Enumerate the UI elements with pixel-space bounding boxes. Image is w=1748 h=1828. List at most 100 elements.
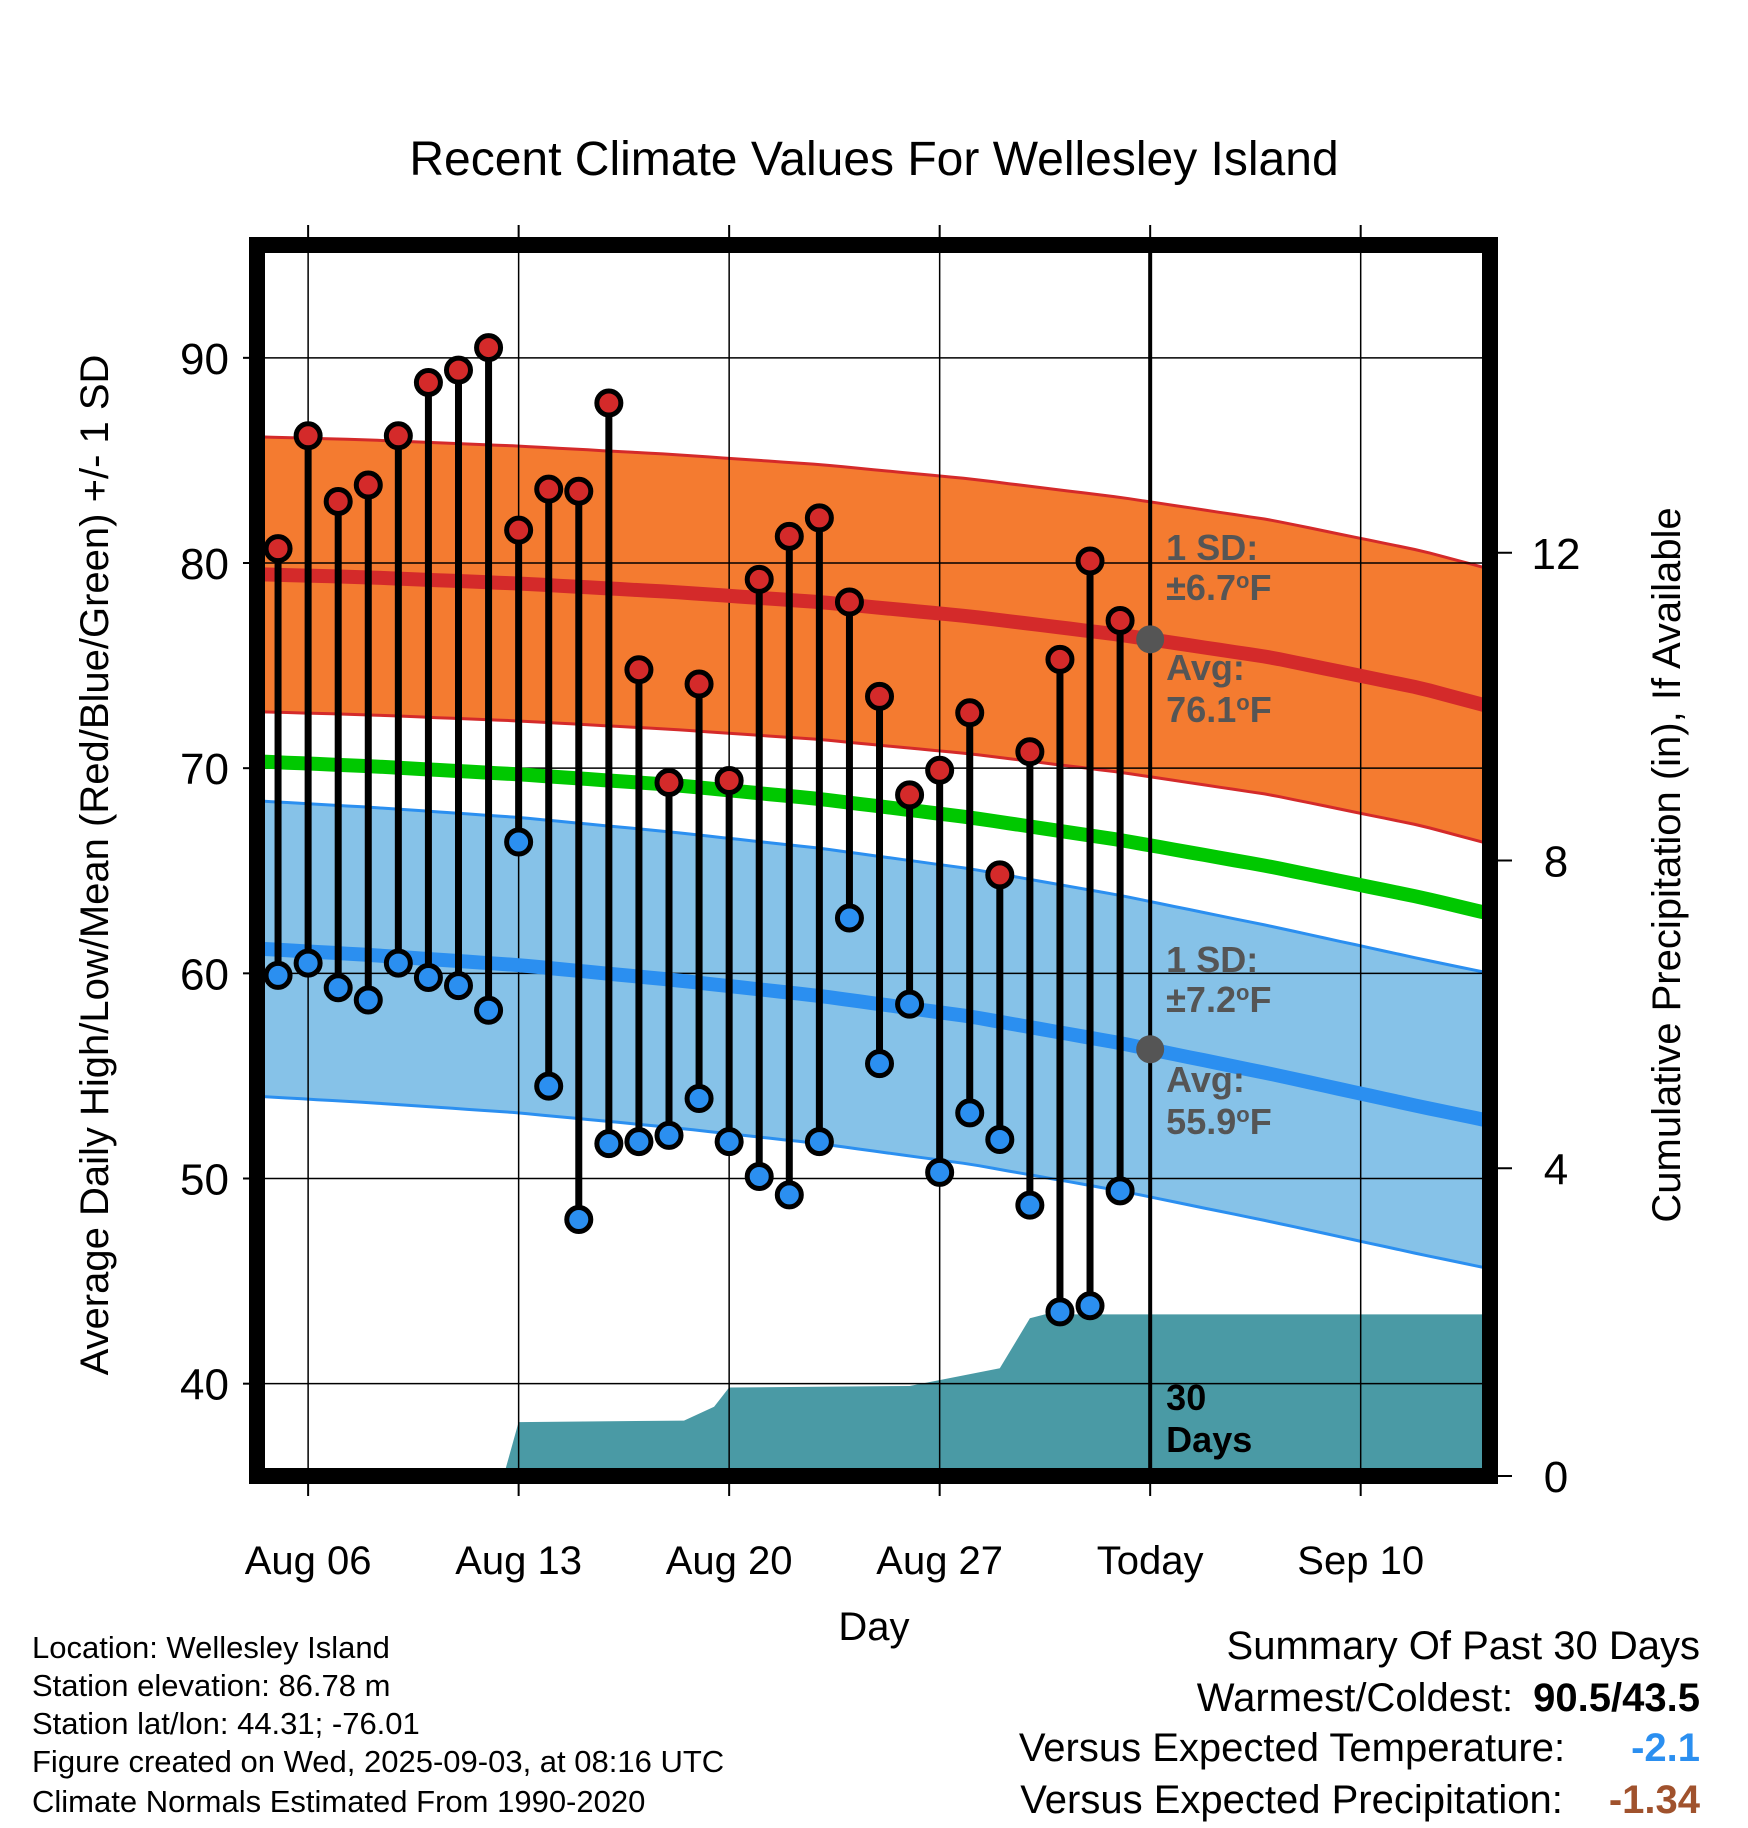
- high-point: [594, 388, 624, 418]
- precip-label-days: Days: [1166, 1419, 1252, 1460]
- low-point: [955, 1098, 985, 1128]
- y-tick-label: 70: [180, 745, 229, 794]
- high-avg-label: Avg:: [1166, 647, 1245, 688]
- high-point: [1015, 737, 1045, 767]
- high-sd-value: ±6.7oF: [1166, 567, 1271, 608]
- low-sd-label: 1 SD:: [1166, 939, 1258, 980]
- low-point: [474, 995, 504, 1025]
- low-avg-label: Avg:: [1166, 1059, 1245, 1100]
- precip-label-days-count: 30: [1166, 1377, 1206, 1418]
- x-tick-label: Aug 13: [455, 1539, 582, 1583]
- y-tick-label: 60: [180, 950, 229, 999]
- normal-mean-line: [257, 754, 1490, 921]
- x-tick-label: Sep 10: [1297, 1539, 1424, 1583]
- low-sd-band: [257, 800, 1490, 1269]
- high-point: [774, 521, 804, 551]
- high-point: [383, 421, 413, 451]
- summary-precipitation: Versus Expected Precipitation: -1.34: [1020, 1778, 1700, 1823]
- created-text: Figure created on Wed, 2025-09-03, at 08…: [32, 1744, 725, 1779]
- low-point: [714, 1127, 744, 1157]
- high-point: [955, 698, 985, 728]
- latlon-text: Station lat/lon: 44.31; -76.01: [32, 1706, 420, 1741]
- low-sd-lower-edge: [257, 1094, 1490, 1271]
- low-point: [323, 973, 353, 1003]
- low-sd-upper-edge: [257, 799, 1490, 975]
- high-point: [624, 655, 654, 685]
- high-sd-lower-edge: [257, 710, 1490, 846]
- low-point: [504, 827, 534, 857]
- low-point: [925, 1157, 955, 1187]
- high-point: [474, 333, 504, 363]
- precipitation-area: [257, 1314, 1490, 1476]
- x-tick-label: Aug 27: [876, 1539, 1003, 1583]
- normal-high-line: [257, 567, 1490, 714]
- y2-tick-label: 8: [1544, 838, 1568, 887]
- high-sd-upper-edge: [257, 435, 1490, 571]
- low-point: [1105, 1176, 1135, 1206]
- high-point: [804, 503, 834, 533]
- y-axis-label: Average Daily High/Low/Mean (Red/Blue/Gr…: [73, 355, 117, 1376]
- low-point: [353, 985, 383, 1015]
- high-point: [323, 486, 353, 516]
- summary-warmest: Warmest/Coldest: 90.5/43.5: [1197, 1676, 1700, 1721]
- high-point: [1045, 644, 1075, 674]
- high-point: [353, 470, 383, 500]
- x-tick-label: Today: [1097, 1539, 1204, 1583]
- x-tick-label: Aug 20: [666, 1539, 793, 1583]
- low-point: [534, 1071, 564, 1101]
- chart-title: Recent Climate Values For Wellesley Isla…: [409, 133, 1338, 186]
- y-tick-label: 80: [180, 540, 229, 589]
- high-point: [443, 355, 473, 385]
- high-point: [684, 669, 714, 699]
- high-sd-label: 1 SD:: [1166, 527, 1258, 568]
- high-point: [744, 564, 774, 594]
- y-tick-label: 90: [180, 335, 229, 384]
- low-point: [383, 948, 413, 978]
- high-sd-band: [257, 436, 1490, 845]
- low-point: [834, 903, 864, 933]
- today-normal-high-marker: [1136, 625, 1165, 654]
- low-point: [744, 1161, 774, 1191]
- high-point: [1105, 605, 1135, 635]
- high-point: [293, 421, 323, 451]
- low-point: [594, 1129, 624, 1159]
- low-point: [774, 1180, 804, 1210]
- precip-label: Versus Expected Precipitation:: [1020, 1778, 1563, 1822]
- low-point: [293, 948, 323, 978]
- high-point: [834, 587, 864, 617]
- low-point: [865, 1049, 895, 1079]
- low-point: [443, 971, 473, 1001]
- low-point: [1045, 1297, 1075, 1327]
- y2-tick-label: 4: [1544, 1145, 1568, 1194]
- y2-tick-label: 0: [1544, 1453, 1568, 1502]
- high-point: [925, 755, 955, 785]
- high-point: [1075, 546, 1105, 576]
- normal-low-line: [257, 941, 1490, 1128]
- x-axis-label: Day: [838, 1605, 909, 1649]
- high-point: [534, 474, 564, 504]
- low-point: [624, 1127, 654, 1157]
- low-point: [895, 989, 925, 1019]
- normals-text: Climate Normals Estimated From 1990-2020: [32, 1784, 646, 1819]
- high-point: [263, 534, 293, 564]
- high-point: [985, 860, 1015, 890]
- temp-value: -2.1: [1631, 1726, 1700, 1770]
- low-point: [413, 962, 443, 992]
- low-point: [985, 1125, 1015, 1155]
- low-avg-value: 55.9oF: [1166, 1101, 1272, 1142]
- low-point: [654, 1120, 684, 1150]
- y-tick-label: 40: [180, 1361, 229, 1410]
- low-point: [263, 960, 293, 990]
- summary-temperature: Versus Expected Temperature: -2.1: [1019, 1726, 1700, 1771]
- high-point: [564, 476, 594, 506]
- low-point: [564, 1205, 594, 1235]
- low-point: [1075, 1291, 1105, 1321]
- y2-axis-label: Cumulative Precipitation (in), If Availa…: [1645, 507, 1689, 1222]
- low-point: [684, 1083, 714, 1113]
- warmest-label: Warmest/Coldest:: [1196, 1676, 1514, 1720]
- location-text: Location: Wellesley Island: [32, 1630, 390, 1665]
- high-point: [714, 765, 744, 795]
- high-point: [895, 780, 925, 810]
